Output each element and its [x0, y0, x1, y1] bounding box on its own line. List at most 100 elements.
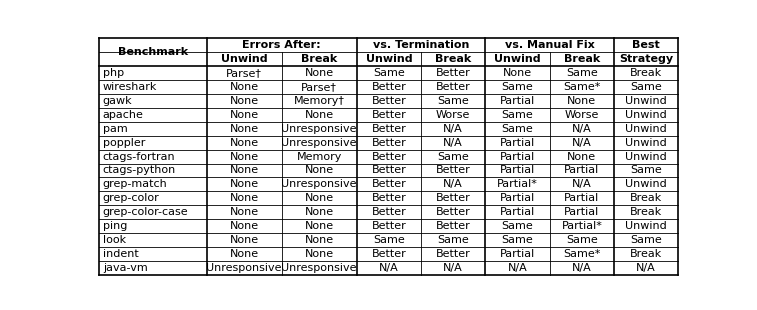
Text: Same*: Same*	[563, 249, 600, 259]
Text: grep-color-case: grep-color-case	[103, 207, 188, 217]
Text: Same: Same	[502, 82, 534, 92]
Text: Break: Break	[630, 207, 662, 217]
Text: vs. Manual Fix: vs. Manual Fix	[505, 40, 594, 50]
Text: Same: Same	[631, 166, 662, 175]
Text: Same: Same	[502, 124, 534, 134]
Text: vs. Termination: vs. Termination	[373, 40, 469, 50]
Text: N/A: N/A	[572, 179, 592, 189]
Text: Partial: Partial	[564, 193, 600, 203]
Text: Same: Same	[502, 235, 534, 245]
Text: N/A: N/A	[379, 263, 399, 273]
Text: Unresponsive: Unresponsive	[282, 263, 357, 273]
Text: Same: Same	[373, 235, 405, 245]
Text: apache: apache	[103, 110, 144, 120]
Text: grep-color: grep-color	[103, 193, 160, 203]
Text: Better: Better	[436, 221, 471, 231]
Text: Benchmark: Benchmark	[118, 47, 188, 57]
Text: Same: Same	[438, 96, 469, 106]
Text: Partial*: Partial*	[562, 221, 603, 231]
Text: Better: Better	[372, 110, 407, 120]
Text: N/A: N/A	[508, 263, 528, 273]
Text: None: None	[304, 249, 334, 259]
Text: N/A: N/A	[572, 263, 592, 273]
Text: None: None	[229, 82, 259, 92]
Text: Errors After:: Errors After:	[242, 40, 321, 50]
Text: Better: Better	[372, 221, 407, 231]
Text: Same: Same	[502, 221, 534, 231]
Text: Same: Same	[438, 235, 469, 245]
Text: Unresponsive: Unresponsive	[282, 138, 357, 148]
Text: Partial: Partial	[500, 138, 535, 148]
Text: Unwind: Unwind	[625, 110, 667, 120]
Text: poppler: poppler	[103, 138, 145, 148]
Text: Strategy: Strategy	[619, 54, 673, 64]
Text: N/A: N/A	[444, 138, 463, 148]
Text: None: None	[304, 193, 334, 203]
Text: None: None	[304, 68, 334, 78]
Text: ping: ping	[103, 221, 127, 231]
Text: Better: Better	[436, 166, 471, 175]
Text: java-vm: java-vm	[103, 263, 148, 273]
Text: indent: indent	[103, 249, 139, 259]
Text: None: None	[229, 110, 259, 120]
Text: N/A: N/A	[572, 124, 592, 134]
Text: Partial: Partial	[564, 207, 600, 217]
Text: Same: Same	[373, 68, 405, 78]
Text: Unwind: Unwind	[625, 179, 667, 189]
Text: Partial: Partial	[500, 249, 535, 259]
Text: php: php	[103, 68, 124, 78]
Text: None: None	[229, 193, 259, 203]
Text: Partial: Partial	[500, 96, 535, 106]
Text: None: None	[229, 166, 259, 175]
Text: None: None	[229, 152, 259, 162]
Text: Best: Best	[632, 40, 660, 50]
Text: Same: Same	[566, 68, 598, 78]
Text: Break: Break	[564, 54, 600, 64]
Text: Unwind: Unwind	[366, 54, 412, 64]
Text: Partial: Partial	[564, 166, 600, 175]
Text: N/A: N/A	[444, 179, 463, 189]
Text: Partial: Partial	[500, 152, 535, 162]
Text: Partial: Partial	[500, 193, 535, 203]
Text: Break: Break	[301, 54, 338, 64]
Text: None: None	[229, 124, 259, 134]
Text: None: None	[567, 152, 597, 162]
Text: N/A: N/A	[637, 263, 656, 273]
Text: N/A: N/A	[444, 124, 463, 134]
Text: Same: Same	[631, 82, 662, 92]
Text: Break: Break	[435, 54, 472, 64]
Text: None: None	[229, 207, 259, 217]
Text: Better: Better	[436, 193, 471, 203]
Text: Better: Better	[372, 82, 407, 92]
Text: Better: Better	[372, 138, 407, 148]
Text: Unresponsive: Unresponsive	[282, 179, 357, 189]
Text: Worse: Worse	[436, 110, 470, 120]
Text: None: None	[503, 68, 532, 78]
Text: ctags-python: ctags-python	[103, 166, 176, 175]
Text: Partial*: Partial*	[497, 179, 538, 189]
Text: N/A: N/A	[444, 263, 463, 273]
Text: Same*: Same*	[563, 82, 600, 92]
Text: Break: Break	[630, 193, 662, 203]
Text: None: None	[229, 179, 259, 189]
Text: Same: Same	[502, 110, 534, 120]
Text: grep-match: grep-match	[103, 179, 167, 189]
Text: Better: Better	[436, 82, 471, 92]
Text: Unwind: Unwind	[221, 54, 267, 64]
Text: None: None	[304, 207, 334, 217]
Text: Parse†: Parse†	[226, 68, 262, 78]
Text: None: None	[304, 110, 334, 120]
Text: None: None	[229, 249, 259, 259]
Text: Break: Break	[630, 249, 662, 259]
Text: wireshark: wireshark	[103, 82, 157, 92]
Text: Unresponsive: Unresponsive	[207, 263, 282, 273]
Text: Better: Better	[436, 207, 471, 217]
Text: Same: Same	[566, 235, 598, 245]
Text: Better: Better	[436, 68, 471, 78]
Text: Parse†: Parse†	[301, 82, 337, 92]
Text: Memory†: Memory†	[294, 96, 344, 106]
Text: None: None	[304, 221, 334, 231]
Text: None: None	[567, 96, 597, 106]
Text: Better: Better	[372, 179, 407, 189]
Text: Better: Better	[372, 166, 407, 175]
